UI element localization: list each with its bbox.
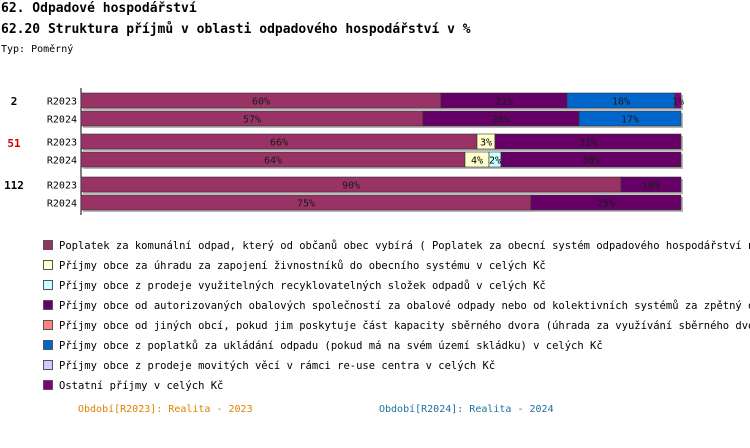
data-label: 64% bbox=[264, 156, 282, 167]
chart-legend: Poplatek za komunální odpad, který od ob… bbox=[43, 236, 750, 396]
legend-item: Příjmy obce z prodeje využitelných recyk… bbox=[43, 276, 750, 296]
row-label: R2023 bbox=[47, 181, 77, 192]
bar-segment bbox=[500, 151, 682, 168]
data-label: 26% bbox=[492, 115, 510, 126]
bar-segment bbox=[578, 110, 682, 127]
data-label: 2% bbox=[489, 156, 501, 167]
legend-label: Poplatek za komunální odpad, který od ob… bbox=[59, 240, 750, 252]
bar-segment bbox=[620, 176, 682, 193]
data-label: 4% bbox=[471, 156, 483, 167]
legend-item: Příjmy obce z prodeje movitých věcí v rá… bbox=[43, 356, 750, 376]
period-2024-note: Období[R2024]: Realita - 2024 bbox=[379, 404, 554, 415]
legend-label: Příjmy obce za úhradu za zapojení živnos… bbox=[59, 260, 546, 272]
data-label: 31% bbox=[579, 138, 597, 149]
period-2023-note: Období[R2023]: Realita - 2023 bbox=[78, 404, 253, 415]
legend-label: Příjmy obce od jiných obcí, pokud jim po… bbox=[59, 320, 750, 332]
row-label: R2023 bbox=[47, 138, 77, 149]
chart-title: 62.20 Struktura příjmů v oblasti odpadov… bbox=[1, 22, 471, 37]
section-title: 62. Odpadové hospodářství bbox=[1, 1, 197, 16]
data-label: 75% bbox=[297, 199, 315, 210]
data-label: 3% bbox=[480, 138, 492, 149]
legend-swatch bbox=[43, 320, 53, 330]
legend-label: Příjmy obce od autorizovaných obalových … bbox=[59, 300, 750, 312]
legend-label: Příjmy obce z prodeje využitelných recyk… bbox=[59, 280, 546, 292]
bar-segment bbox=[494, 133, 682, 150]
chart-type-label: Typ: Poměrný bbox=[1, 44, 74, 55]
legend-item: Poplatek za komunální odpad, který od ob… bbox=[43, 236, 750, 256]
legend-swatch bbox=[43, 280, 53, 290]
data-label: 30% bbox=[582, 156, 600, 167]
group-label: 51 bbox=[7, 137, 21, 150]
data-label: 25% bbox=[597, 199, 615, 210]
legend-swatch bbox=[43, 380, 53, 390]
data-label: 66% bbox=[270, 138, 288, 149]
group-label: 2 bbox=[11, 95, 18, 108]
legend-swatch bbox=[43, 340, 53, 350]
legend-item: Příjmy obce z poplatků za ukládání odpad… bbox=[43, 336, 750, 356]
data-label: 57% bbox=[243, 115, 261, 126]
group-label: 112 bbox=[4, 179, 24, 192]
legend-swatch bbox=[43, 260, 53, 270]
bar-segment bbox=[674, 92, 682, 109]
data-label: 1% bbox=[672, 97, 684, 108]
data-label: 90% bbox=[342, 181, 360, 192]
legend-swatch bbox=[43, 360, 53, 370]
data-label: 21% bbox=[495, 97, 513, 108]
legend-item: Ostatní příjmy v celých Kč bbox=[43, 376, 750, 396]
legend-item: Příjmy obce od autorizovaných obalových … bbox=[43, 296, 750, 316]
row-label: R2024 bbox=[47, 199, 77, 210]
row-label: R2024 bbox=[47, 115, 77, 126]
data-label: 10% bbox=[642, 181, 660, 192]
legend-swatch bbox=[43, 300, 53, 310]
data-label: 17% bbox=[621, 115, 639, 126]
legend-swatch bbox=[43, 240, 53, 250]
legend-item: Příjmy obce od jiných obcí, pokud jim po… bbox=[43, 316, 750, 336]
legend-label: Příjmy obce z poplatků za ukládání odpad… bbox=[59, 340, 603, 352]
legend-item: Příjmy obce za úhradu za zapojení živnos… bbox=[43, 256, 750, 276]
row-label: R2024 bbox=[47, 156, 77, 167]
legend-label: Ostatní příjmy v celých Kč bbox=[59, 380, 224, 392]
data-label: 60% bbox=[252, 97, 270, 108]
stacked-bar-chart: 2 R2023 60% 21% 18% 1% R2024 57% 26% 17% 51 R2023 66… bbox=[4, 88, 684, 215]
bar-segment bbox=[530, 194, 682, 211]
data-label: 18% bbox=[612, 97, 630, 108]
row-label: R2023 bbox=[47, 97, 77, 108]
legend-label: Příjmy obce z prodeje movitých věcí v rá… bbox=[59, 360, 496, 372]
